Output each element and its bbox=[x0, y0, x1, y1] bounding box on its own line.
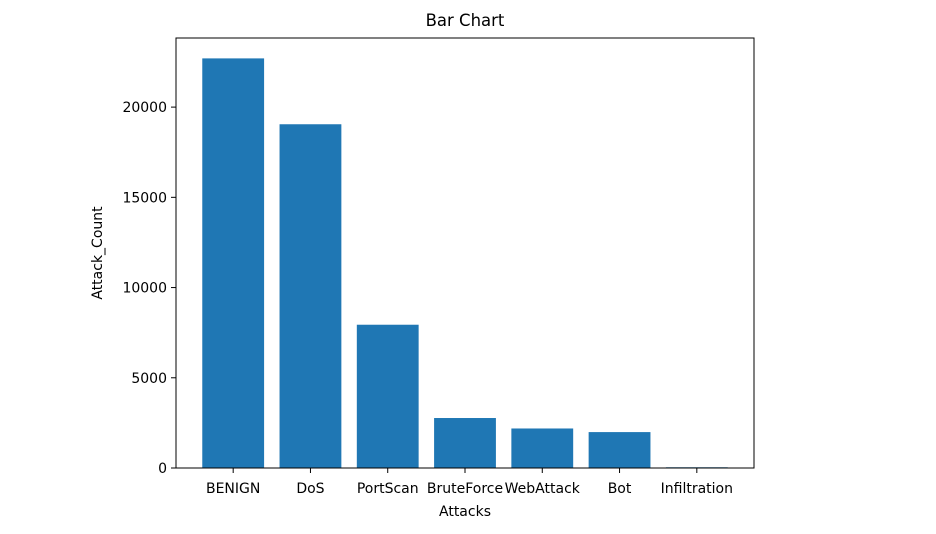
y-tick-label: 0 bbox=[158, 461, 167, 477]
bar-benign bbox=[202, 58, 265, 469]
axes-frame bbox=[175, 37, 755, 469]
x-tick-label: WebAttack bbox=[505, 481, 581, 497]
x-axis-ticks: BENIGN DoS PortScan BruteForce WebAttack Bot I… bbox=[206, 468, 733, 497]
y-axis-ticks: 0 5000 10000 15000 20000 bbox=[122, 100, 176, 477]
y-axis-label: Attack_Count bbox=[90, 206, 106, 300]
y-tick-label: 5000 bbox=[131, 371, 167, 387]
x-tick-label: BruteForce bbox=[427, 481, 503, 497]
y-tick-label: 10000 bbox=[122, 281, 167, 297]
x-tick-label: Infiltration bbox=[661, 481, 733, 497]
bar-bruteforce bbox=[434, 418, 496, 468]
y-tick-label: 20000 bbox=[122, 100, 167, 116]
bar-dos bbox=[279, 124, 342, 468]
chart-title: Bar Chart bbox=[426, 11, 505, 30]
x-tick-label: PortScan bbox=[357, 481, 419, 497]
bar-portscan bbox=[356, 324, 419, 468]
x-axis-label: Attacks bbox=[439, 504, 491, 520]
bar-bot bbox=[588, 432, 651, 468]
x-tick-label: DoS bbox=[296, 481, 324, 497]
y-tick-label: 15000 bbox=[122, 190, 167, 206]
x-tick-label: Bot bbox=[608, 481, 632, 497]
plot-area bbox=[202, 58, 728, 469]
x-tick-label: BENIGN bbox=[206, 481, 260, 497]
bar-webattack bbox=[511, 428, 574, 468]
